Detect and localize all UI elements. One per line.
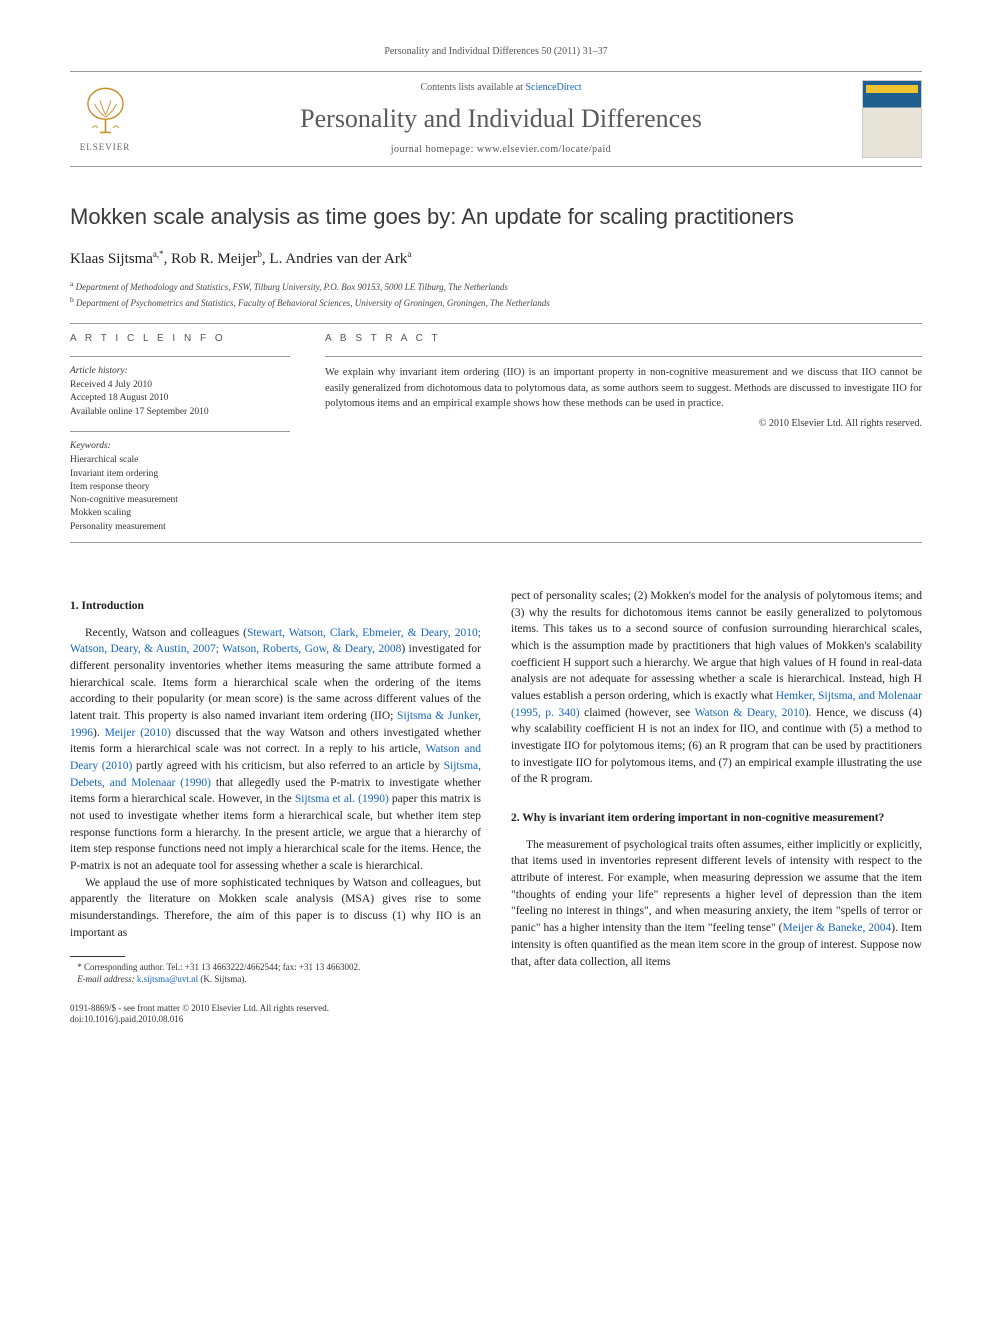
abstract-divider <box>325 356 922 357</box>
keyword: Hierarchical scale <box>70 454 290 467</box>
info-divider <box>70 431 290 432</box>
affiliation-text: Department of Methodology and Statistics… <box>76 282 508 292</box>
section-heading: 1. Introduction <box>70 598 481 615</box>
corresponding-author-footnote: * Corresponding author. Tel.: +31 13 466… <box>70 961 481 973</box>
affiliation-mark: b <box>70 295 74 304</box>
keyword: Invariant item ordering <box>70 468 290 481</box>
section-divider <box>70 323 922 324</box>
history-label: Article history: <box>70 365 290 378</box>
doi-line: doi:10.1016/j.paid.2010.08.016 <box>70 1014 922 1026</box>
abstract-heading: A B S T R A C T <box>325 332 922 346</box>
abstract-block: A B S T R A C T We explain why invariant… <box>325 332 922 534</box>
publisher-name: ELSEVIER <box>80 141 131 154</box>
section-heading: 2. Why is invariant item ordering import… <box>511 810 922 827</box>
article-info-block: A R T I C L E I N F O Article history: R… <box>70 332 290 534</box>
citation-link[interactable]: Meijer & Baneke, 2004 <box>782 922 891 934</box>
info-divider <box>70 356 290 357</box>
body-paragraph: Recently, Watson and colleagues (Stewart… <box>70 625 481 875</box>
keyword: Non-cognitive measurement <box>70 494 290 507</box>
contents-prefix: Contents lists available at <box>420 82 525 93</box>
body-text: partly agreed with his criticism, but al… <box>132 760 443 772</box>
issn-line: 0191-8869/$ - see front matter © 2010 El… <box>70 1003 922 1015</box>
body-text: The measurement of psychological traits … <box>511 839 922 934</box>
journal-homepage-line: journal homepage: www.elsevier.com/locat… <box>155 143 847 157</box>
journal-cover-thumbnail <box>862 80 922 158</box>
article-body: 1. Introduction Recently, Watson and col… <box>70 588 922 985</box>
email-label: E-mail address: <box>77 974 134 984</box>
author: L. Andries van der Ark <box>269 251 407 267</box>
body-paragraph: pect of personality scales; (2) Mokken's… <box>511 588 922 788</box>
homepage-url: www.elsevier.com/locate/paid <box>477 144 611 155</box>
author-list: Klaas Sijtsmaa,*, Rob R. Meijerb, L. And… <box>70 248 922 270</box>
journal-reference: Personality and Individual Differences 5… <box>70 45 922 59</box>
body-text: pect of personality scales; (2) Mokken's… <box>511 590 922 702</box>
body-paragraph: We applaud the use of more sophisticated… <box>70 875 481 942</box>
homepage-prefix: journal homepage: <box>391 144 477 155</box>
journal-masthead: ELSEVIER Contents lists available at Sci… <box>70 71 922 167</box>
history-item: Available online 17 September 2010 <box>70 406 290 419</box>
author: Klaas Sijtsma <box>70 251 153 267</box>
body-text: claimed (however, see <box>580 707 695 719</box>
page-footer: 0191-8869/$ - see front matter © 2010 El… <box>70 1003 922 1026</box>
body-text: Recently, Watson and colleagues ( <box>85 627 247 639</box>
publisher-logo: ELSEVIER <box>70 82 140 157</box>
author-mark: b <box>257 249 262 259</box>
email-link[interactable]: k.sijtsma@uvt.nl <box>137 974 198 984</box>
abstract-copyright: © 2010 Elsevier Ltd. All rights reserved… <box>325 417 922 431</box>
keyword: Item response theory <box>70 481 290 494</box>
body-paragraph: The measurement of psychological traits … <box>511 837 922 970</box>
citation-link[interactable]: Sijtsma et al. (1990) <box>295 793 389 805</box>
section-divider <box>70 542 922 543</box>
keyword: Personality measurement <box>70 521 290 534</box>
affiliation-mark: a <box>70 279 73 288</box>
affiliation-text: Department of Psychometrics and Statisti… <box>76 298 550 308</box>
body-text: ). <box>93 727 105 739</box>
keyword: Mokken scaling <box>70 507 290 520</box>
author-mark: a <box>407 249 411 259</box>
email-who: (K. Sijtsma). <box>200 974 246 984</box>
elsevier-tree-icon <box>78 84 133 139</box>
keywords-label: Keywords: <box>70 440 290 453</box>
article-title: Mokken scale analysis as time goes by: A… <box>70 202 922 233</box>
history-item: Accepted 18 August 2010 <box>70 392 290 405</box>
author: Rob R. Meijer <box>171 251 257 267</box>
abstract-text: We explain why invariant item ordering (… <box>325 365 922 412</box>
sciencedirect-link[interactable]: ScienceDirect <box>525 82 581 93</box>
author-mark: a,* <box>153 249 164 259</box>
affiliation: b Department of Psychometrics and Statis… <box>70 294 922 311</box>
citation-link[interactable]: Watson & Deary, 2010 <box>695 707 805 719</box>
footnote-separator <box>70 956 125 957</box>
affiliations: a Department of Methodology and Statisti… <box>70 278 922 311</box>
article-info-heading: A R T I C L E I N F O <box>70 332 290 346</box>
affiliation: a Department of Methodology and Statisti… <box>70 278 922 295</box>
email-footnote: E-mail address: k.sijtsma@uvt.nl (K. Sij… <box>70 973 481 985</box>
journal-name: Personality and Individual Differences <box>155 101 847 137</box>
citation-link[interactable]: Meijer (2010) <box>105 727 171 739</box>
contents-available-line: Contents lists available at ScienceDirec… <box>155 81 847 95</box>
history-item: Received 4 July 2010 <box>70 379 290 392</box>
